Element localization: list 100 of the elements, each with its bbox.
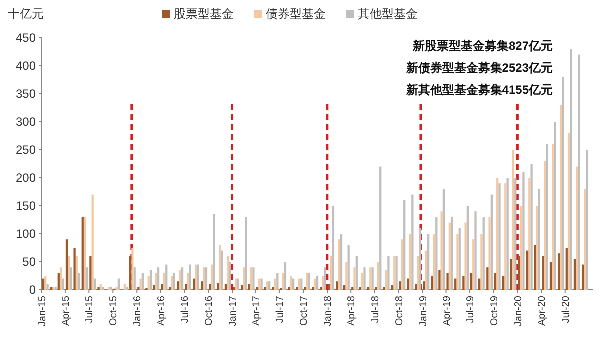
bar — [344, 286, 346, 290]
bar — [314, 278, 316, 290]
x-tick-label: Oct-19 — [489, 296, 500, 326]
bar — [296, 287, 298, 290]
bar — [288, 287, 290, 290]
bar — [478, 278, 481, 290]
bar — [423, 282, 426, 290]
bar — [584, 189, 586, 290]
bar — [552, 144, 554, 290]
x-tick-label: Jan-15 — [38, 296, 48, 327]
y-tick-label: 300 — [16, 115, 36, 129]
bar — [377, 262, 380, 290]
bar — [187, 273, 190, 290]
bar — [108, 287, 110, 290]
bar — [520, 206, 523, 290]
bar — [542, 256, 544, 290]
bar — [576, 166, 578, 290]
bar — [436, 217, 438, 290]
bar — [250, 268, 253, 290]
bar — [58, 273, 60, 290]
bar — [474, 212, 477, 290]
y-tick-label: 150 — [16, 199, 36, 213]
bar — [538, 189, 540, 290]
bar — [544, 161, 546, 290]
bar — [74, 248, 76, 290]
bar — [213, 214, 216, 290]
bar — [82, 217, 84, 290]
bar — [448, 222, 451, 290]
y-tick-label: 250 — [16, 143, 36, 157]
bar — [388, 256, 390, 290]
bar — [364, 268, 366, 290]
bar — [330, 256, 332, 290]
bar — [179, 270, 182, 290]
bar — [356, 256, 358, 290]
bar — [211, 264, 214, 290]
bar — [161, 284, 164, 290]
bar — [560, 105, 562, 290]
bar — [185, 284, 188, 290]
bar — [336, 282, 338, 290]
bar — [142, 273, 144, 290]
bar — [512, 150, 515, 290]
bar — [266, 282, 269, 290]
bar — [570, 49, 572, 290]
bar — [248, 284, 250, 290]
bar — [171, 276, 174, 290]
bar — [181, 268, 184, 290]
bar — [470, 273, 473, 290]
bar — [229, 262, 232, 290]
bar — [110, 287, 112, 290]
y-tick-label: 0 — [29, 283, 36, 297]
bar — [150, 270, 152, 290]
y-tick-label: 200 — [16, 171, 36, 185]
bar — [153, 286, 156, 290]
bar — [404, 200, 406, 290]
x-tick-label: Apr-20 — [537, 296, 548, 326]
bar — [163, 273, 166, 290]
x-tick-label: Jul-18 — [370, 296, 382, 324]
bar — [316, 276, 319, 290]
bar — [480, 234, 483, 290]
x-tick-label: Jan-16 — [132, 296, 144, 327]
bar — [428, 234, 430, 290]
bar — [409, 234, 412, 290]
bar — [304, 287, 306, 290]
bar — [348, 245, 350, 290]
bar — [298, 278, 301, 290]
bar — [367, 287, 370, 290]
bar — [433, 234, 436, 290]
x-tick-label: Apr-15 — [60, 296, 72, 326]
bar — [86, 268, 88, 290]
bar — [134, 268, 136, 290]
bar — [412, 194, 414, 290]
x-tick-label: Jan-19 — [418, 296, 430, 327]
bar — [92, 194, 94, 290]
bar — [320, 287, 322, 290]
bar — [502, 276, 505, 290]
bar — [546, 144, 548, 290]
bar — [417, 256, 420, 290]
x-tick-label: Oct-15 — [108, 296, 120, 326]
bar — [157, 268, 160, 290]
bar — [510, 259, 512, 290]
bar — [488, 217, 491, 290]
bar — [227, 256, 230, 290]
x-tick-label: Jul-16 — [180, 296, 192, 324]
bar — [126, 287, 128, 290]
bar — [219, 245, 222, 290]
bar — [268, 282, 271, 290]
bar — [338, 240, 340, 290]
bar — [300, 278, 303, 290]
y-axis-title: 十亿元 — [8, 7, 44, 21]
bar — [282, 273, 284, 290]
bar — [138, 287, 140, 290]
bar — [264, 287, 266, 290]
bar — [554, 122, 556, 290]
x-tick-label: Apr-17 — [251, 296, 262, 326]
bar — [276, 273, 279, 290]
bar — [284, 262, 287, 290]
x-tick-label: Oct-17 — [299, 296, 310, 326]
bar — [203, 268, 206, 290]
bar — [399, 282, 402, 290]
bar — [490, 194, 493, 290]
